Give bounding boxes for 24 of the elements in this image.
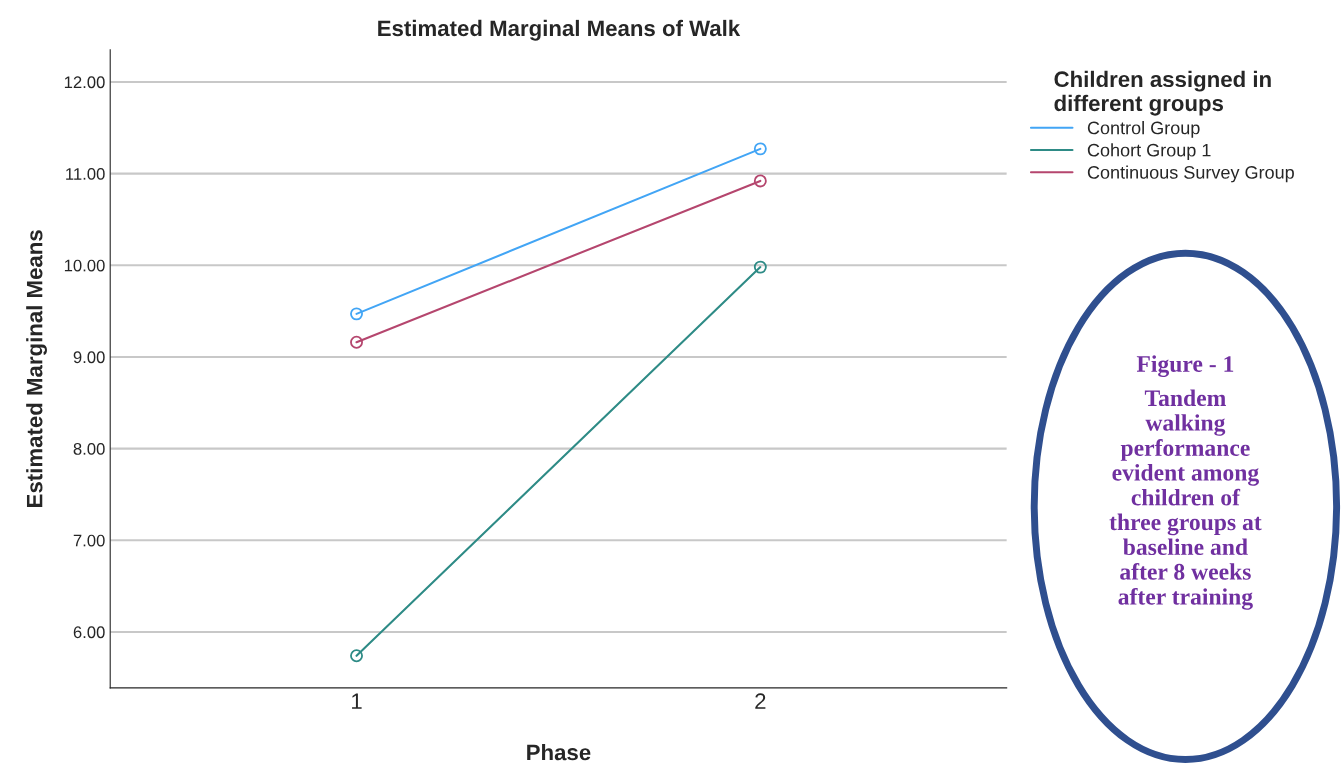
point [753, 260, 767, 274]
y-tick-label: 7.00 [73, 534, 105, 547]
point [350, 335, 363, 349]
y-axis-title: Estimated Marginal Means [26, 230, 47, 507]
y-tick-label: 9.00 [73, 351, 105, 364]
y-tick-label: 8.00 [73, 443, 105, 455]
legend-label: Control Group [1087, 121, 1200, 138]
y-tick-label: 11.00 [66, 168, 105, 180]
y-tick-label: 6.00 [73, 626, 105, 639]
y-tick-label: 12.00 [64, 76, 105, 89]
x-axis-title: Phase [527, 743, 591, 761]
x-tick-label: 1 [352, 693, 362, 709]
point [753, 174, 767, 188]
x-tick-label: 2 [755, 693, 766, 709]
text: Figure - 1 [1136, 355, 1234, 377]
legend-label: Continuous Survey Group [1087, 165, 1294, 183]
y-tick-label: 10.00 [64, 259, 105, 272]
legend-label: Cohort Group 1 [1087, 143, 1211, 161]
text: Tandem walking performance evident among children of three groups at baseline and after 8 weeks after training [1109, 389, 1262, 610]
point [350, 307, 363, 321]
legend-title: Children assigned in different groups [1054, 70, 1271, 116]
point [753, 142, 767, 156]
chart-title: Estimated Marginal Means of Walk [378, 19, 741, 41]
point [350, 649, 363, 663]
